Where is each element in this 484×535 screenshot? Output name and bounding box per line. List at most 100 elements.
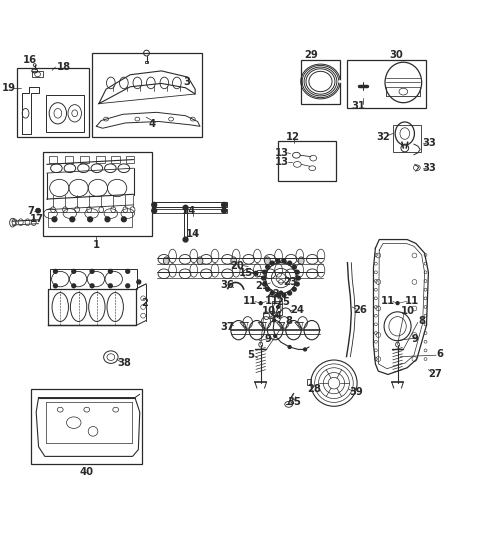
Text: 13: 13	[274, 148, 288, 158]
Text: 33: 33	[422, 138, 435, 148]
Circle shape	[296, 276, 300, 280]
Circle shape	[292, 287, 296, 291]
Text: 29: 29	[303, 50, 317, 60]
Circle shape	[275, 259, 279, 263]
Bar	[392, 125, 420, 152]
Text: 21: 21	[255, 281, 269, 291]
Text: 14: 14	[185, 229, 199, 239]
Bar	[271, 301, 282, 315]
Text: 31: 31	[350, 101, 364, 111]
Circle shape	[72, 270, 76, 273]
Text: 33: 33	[422, 163, 435, 173]
Circle shape	[287, 291, 291, 295]
Circle shape	[295, 270, 299, 274]
Ellipse shape	[163, 257, 169, 265]
Text: 10: 10	[400, 306, 414, 316]
Bar	[257, 270, 265, 276]
Text: 18: 18	[57, 62, 71, 72]
Text: 4: 4	[148, 119, 155, 129]
Circle shape	[287, 261, 291, 265]
Bar	[301, 60, 339, 104]
Circle shape	[183, 237, 188, 242]
Circle shape	[287, 346, 290, 348]
Circle shape	[52, 217, 57, 221]
Ellipse shape	[230, 257, 236, 265]
Text: 37: 37	[220, 322, 233, 332]
Circle shape	[273, 334, 276, 338]
Text: 9: 9	[264, 334, 272, 344]
Circle shape	[90, 270, 94, 273]
Text: 28: 28	[307, 384, 321, 394]
Circle shape	[151, 208, 156, 213]
Text: 24: 24	[290, 305, 304, 315]
Circle shape	[121, 217, 126, 221]
Text: 25: 25	[275, 297, 289, 307]
Bar	[306, 379, 310, 385]
Bar	[144, 61, 148, 63]
Circle shape	[151, 202, 156, 207]
Text: 17: 17	[30, 215, 44, 224]
Circle shape	[108, 270, 112, 273]
Text: 36: 36	[220, 280, 233, 290]
Bar	[64, 156, 73, 163]
Text: 1: 1	[92, 240, 100, 250]
Text: 15: 15	[239, 268, 253, 278]
Text: 10: 10	[261, 306, 275, 316]
Circle shape	[125, 284, 129, 288]
Circle shape	[276, 305, 279, 309]
Ellipse shape	[264, 257, 270, 265]
Text: 7: 7	[28, 205, 34, 216]
Text: 16: 16	[22, 55, 36, 65]
Bar	[45, 95, 84, 132]
Bar	[111, 156, 120, 163]
Text: 14: 14	[182, 205, 196, 216]
Bar	[17, 67, 89, 137]
Text: 35: 35	[287, 398, 301, 408]
Circle shape	[275, 293, 279, 297]
Text: 19: 19	[2, 83, 16, 93]
Circle shape	[262, 270, 266, 274]
Circle shape	[254, 271, 257, 275]
Circle shape	[221, 208, 226, 213]
Bar	[125, 156, 134, 163]
Circle shape	[88, 217, 92, 221]
Circle shape	[125, 270, 129, 273]
Circle shape	[136, 280, 140, 284]
Text: 11: 11	[242, 296, 256, 306]
Text: 30: 30	[389, 50, 403, 59]
Text: 23: 23	[283, 277, 296, 287]
Text: 38: 38	[117, 358, 131, 368]
Circle shape	[183, 205, 188, 210]
Text: 22: 22	[266, 289, 280, 300]
Circle shape	[262, 282, 266, 286]
Ellipse shape	[197, 257, 202, 265]
Circle shape	[279, 291, 282, 294]
Circle shape	[270, 291, 273, 295]
Circle shape	[282, 293, 285, 297]
Circle shape	[105, 217, 110, 221]
Circle shape	[259, 302, 262, 304]
Circle shape	[108, 284, 112, 288]
Text: 13: 13	[274, 157, 288, 167]
Bar	[32, 71, 43, 77]
Text: 20: 20	[230, 261, 244, 271]
Circle shape	[295, 282, 299, 286]
Bar	[48, 156, 57, 163]
Bar	[346, 60, 425, 108]
Text: 5: 5	[247, 350, 254, 360]
Text: 40: 40	[79, 467, 93, 477]
Bar	[43, 152, 151, 236]
Circle shape	[53, 284, 57, 288]
Circle shape	[70, 217, 75, 221]
Circle shape	[270, 261, 273, 265]
Bar	[96, 156, 105, 163]
Bar	[151, 202, 226, 207]
Ellipse shape	[298, 257, 303, 265]
Text: 12: 12	[286, 132, 300, 142]
Text: 39: 39	[348, 387, 362, 397]
Circle shape	[90, 284, 94, 288]
Circle shape	[261, 276, 265, 280]
Text: 11: 11	[380, 296, 394, 306]
Bar	[183, 208, 187, 240]
Text: 9: 9	[410, 334, 418, 344]
